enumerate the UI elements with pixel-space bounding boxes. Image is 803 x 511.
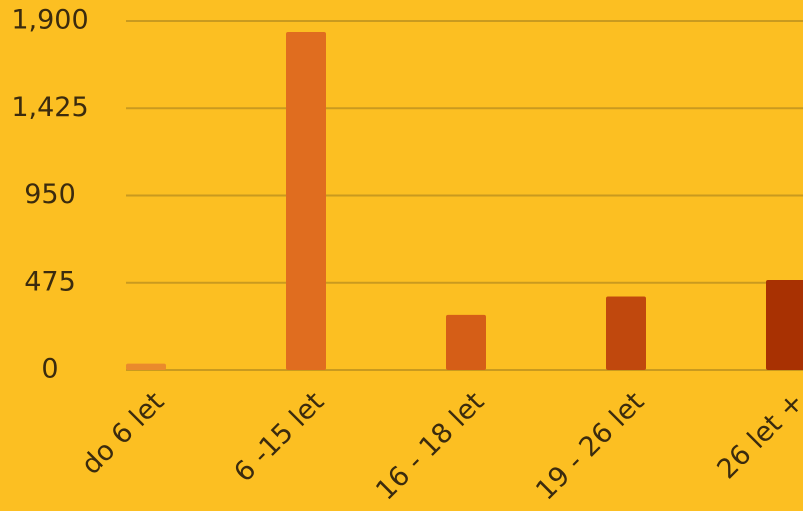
bar	[446, 314, 486, 370]
bar	[286, 32, 326, 370]
y-tick-label: 0	[41, 354, 58, 385]
bar	[126, 363, 166, 370]
bar	[606, 296, 646, 370]
y-tick-label: 950	[24, 179, 76, 210]
y-tick-label: 1,900	[11, 5, 88, 36]
y-tick-label: 475	[24, 266, 76, 297]
bar	[766, 279, 803, 370]
y-tick-label: 1,425	[11, 92, 88, 123]
